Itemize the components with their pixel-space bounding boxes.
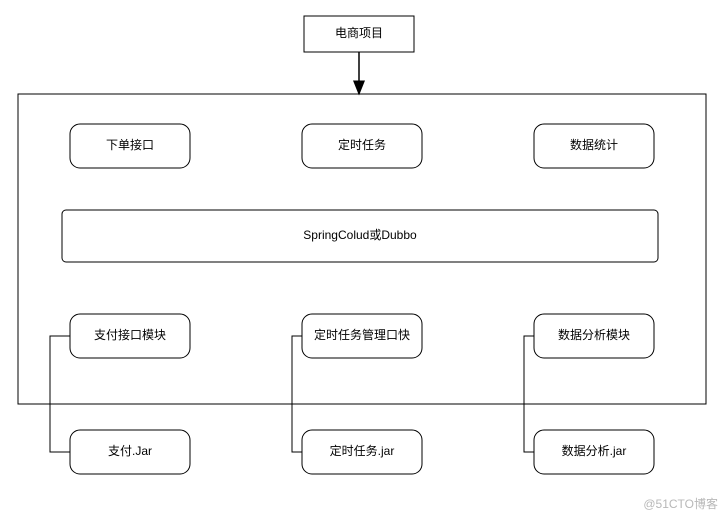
top-box-ecommerce-label: 电商项目 (335, 25, 383, 40)
row2-box-1-label: 定时任务管理口快 (314, 327, 410, 342)
row2-box-2-label: 数据分析模块 (558, 327, 630, 342)
architecture-diagram: 电商项目下单接口定时任务数据统计SpringColud或Dubbo支付接口模块定… (0, 0, 727, 516)
connector-1 (292, 336, 302, 452)
row1-box-2-label: 数据统计 (570, 137, 618, 152)
connector-0 (50, 336, 70, 452)
jar-box-2-label: 数据分析.jar (562, 443, 627, 458)
row1-box-1-label: 定时任务 (338, 137, 386, 152)
jar-box-1-label: 定时任务.jar (330, 443, 395, 458)
row2-box-0-label: 支付接口模块 (94, 327, 166, 342)
jar-box-0-label: 支付.Jar (108, 444, 152, 458)
connector-2 (524, 336, 534, 452)
watermark-text: @51CTO博客 (643, 496, 718, 511)
row1-box-0-label: 下单接口 (106, 137, 154, 152)
middleware-box-label: SpringColud或Dubbo (303, 228, 417, 242)
